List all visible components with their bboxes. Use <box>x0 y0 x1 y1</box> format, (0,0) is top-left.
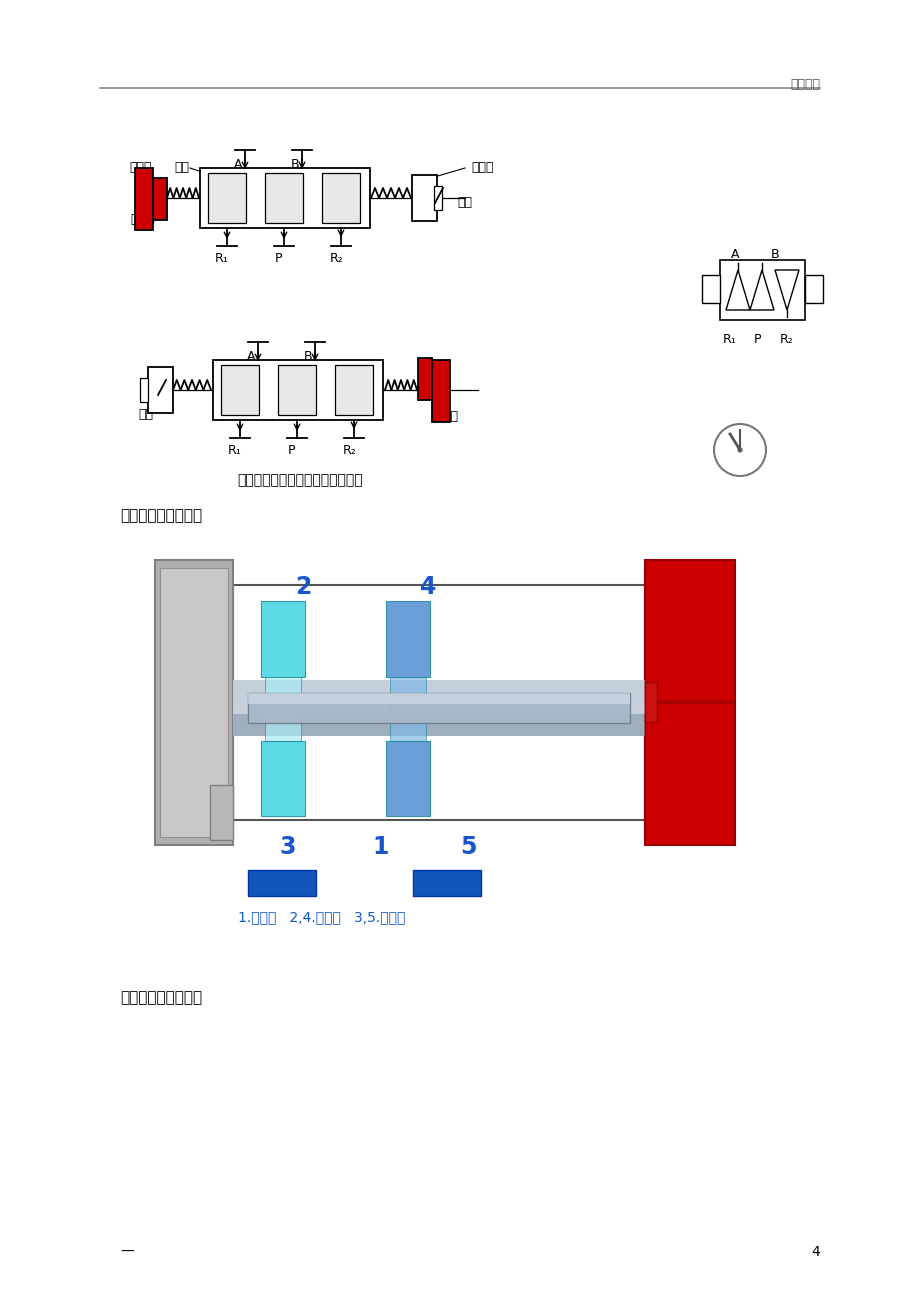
Text: ON: ON <box>269 875 295 891</box>
Bar <box>248 694 630 704</box>
Text: P: P <box>754 333 761 346</box>
Bar <box>160 568 228 837</box>
Bar <box>413 870 481 896</box>
Bar <box>390 677 425 741</box>
Text: R₁: R₁ <box>228 444 242 457</box>
Bar <box>199 168 369 228</box>
Text: 5: 5 <box>460 835 476 859</box>
Text: 通电: 通电 <box>130 214 145 227</box>
Text: 1.供气口   2,4.工作口   3,5.排气口: 1.供气口 2,4.工作口 3,5.排气口 <box>238 910 405 924</box>
Bar <box>386 602 429 677</box>
Bar <box>412 174 437 221</box>
Text: B: B <box>290 158 299 171</box>
Bar <box>154 560 233 845</box>
Text: —: — <box>119 1245 133 1259</box>
Bar <box>154 555 734 861</box>
Text: P: P <box>275 253 282 266</box>
Bar <box>233 681 644 737</box>
Bar <box>208 173 245 223</box>
Text: 3: 3 <box>279 835 296 859</box>
Text: 电磁铁: 电磁铁 <box>471 161 493 174</box>
Text: R₁: R₁ <box>215 253 229 266</box>
Bar <box>248 694 630 724</box>
Bar <box>720 260 804 320</box>
Bar <box>148 367 173 413</box>
Text: 双电控直动式电磁阀的动作原理图: 双电控直动式电磁阀的动作原理图 <box>237 473 362 487</box>
Bar <box>434 186 441 210</box>
Bar <box>153 178 167 220</box>
Bar <box>233 691 644 703</box>
Text: 断电: 断电 <box>457 197 471 210</box>
Bar <box>233 681 644 691</box>
Bar <box>233 585 644 820</box>
Text: A: A <box>730 247 739 260</box>
Text: B: B <box>770 247 778 260</box>
Text: 精选文档: 精选文档 <box>789 78 819 91</box>
Text: A: A <box>246 350 255 363</box>
Bar <box>261 741 305 816</box>
Bar <box>386 741 429 816</box>
Text: R₂: R₂ <box>330 253 344 266</box>
Bar <box>646 700 732 704</box>
Text: B: B <box>303 350 312 363</box>
Text: 阀芯: 阀芯 <box>175 161 189 174</box>
Text: R₂: R₂ <box>779 333 793 346</box>
Text: P: P <box>288 444 295 457</box>
Text: A: A <box>233 158 242 171</box>
Text: 1: 1 <box>372 835 389 859</box>
Text: 2: 2 <box>294 575 311 599</box>
Bar <box>322 173 359 223</box>
Bar <box>213 359 382 421</box>
Bar <box>135 168 153 230</box>
Bar <box>417 358 432 400</box>
Text: 右侧得电，左侧失电: 右侧得电，左侧失电 <box>119 990 202 1005</box>
Bar <box>701 275 720 303</box>
Bar <box>233 713 644 725</box>
Text: 通电: 通电 <box>443 410 458 423</box>
Bar <box>644 560 734 845</box>
Text: 右侧失电，左侧得电: 右侧失电，左侧得电 <box>119 508 202 523</box>
Text: 断电: 断电 <box>138 408 153 421</box>
Text: 4: 4 <box>419 575 436 599</box>
Bar <box>278 365 315 415</box>
Bar <box>140 378 148 402</box>
Bar <box>804 275 823 303</box>
Bar <box>261 602 305 677</box>
Bar <box>210 785 233 840</box>
Bar <box>233 725 644 737</box>
Text: 4: 4 <box>811 1245 819 1259</box>
Text: R₁: R₁ <box>722 333 736 346</box>
Bar <box>265 173 302 223</box>
Bar <box>248 870 315 896</box>
Bar <box>221 365 259 415</box>
Text: R₂: R₂ <box>343 444 357 457</box>
Text: 电磁铁: 电磁铁 <box>130 161 152 174</box>
Bar <box>644 682 656 723</box>
Circle shape <box>737 448 742 452</box>
Bar <box>233 703 644 713</box>
Text: OFF: OFF <box>430 875 463 891</box>
Bar <box>265 677 301 741</box>
Bar <box>335 365 372 415</box>
Bar <box>432 359 449 422</box>
